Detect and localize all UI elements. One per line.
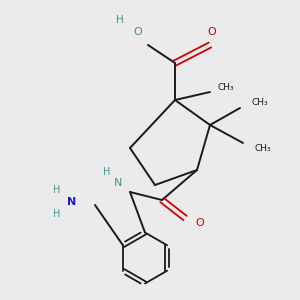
Text: CH₃: CH₃ xyxy=(252,98,268,107)
Text: H: H xyxy=(116,15,124,25)
Text: H: H xyxy=(103,167,111,177)
Text: H: H xyxy=(53,185,61,195)
Text: O: O xyxy=(196,218,204,228)
Text: N: N xyxy=(114,178,122,188)
Text: N: N xyxy=(68,197,76,207)
Text: CH₃: CH₃ xyxy=(218,82,234,91)
Text: O: O xyxy=(134,27,142,37)
Text: CH₃: CH₃ xyxy=(255,143,271,152)
Text: O: O xyxy=(208,27,216,37)
Text: H: H xyxy=(53,209,61,219)
